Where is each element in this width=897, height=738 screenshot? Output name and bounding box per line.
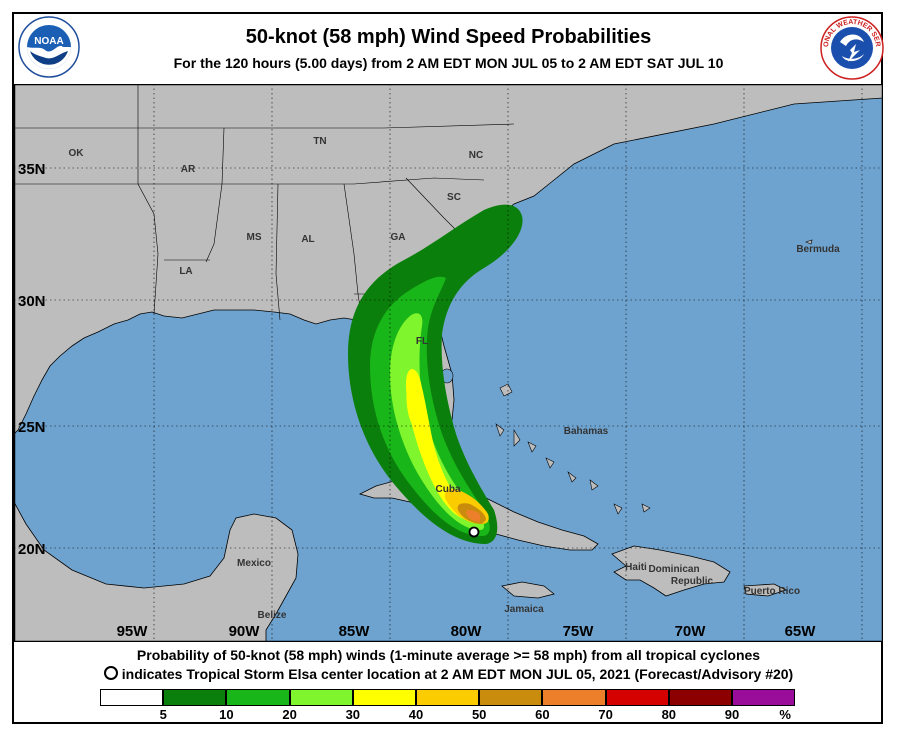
place-label-al: AL <box>301 234 314 245</box>
place-label-bahamas: Bahamas <box>564 426 609 437</box>
place-label-la: LA <box>179 266 192 277</box>
legend-swatch <box>542 689 606 706</box>
place-label-ms: MS <box>247 232 262 243</box>
hispaniola-landmass <box>611 545 731 597</box>
lat-label-30n: 30N <box>18 293 46 310</box>
legend-tick-label: % <box>779 707 791 722</box>
place-label-tn: TN <box>313 136 326 147</box>
legend-tick-label: 20 <box>282 707 297 722</box>
place-label-bermuda: Bermuda <box>796 244 840 255</box>
place-label-cuba: Cuba <box>436 484 461 495</box>
mexico-landmass <box>14 501 299 642</box>
chart-title: 50-knot (58 mph) Wind Speed Probabilitie… <box>245 26 652 48</box>
state-borders <box>14 84 515 321</box>
place-label-fl: FL <box>416 336 428 347</box>
color-legend: 5 10 20 30 40 50 60 70 80 90% <box>100 689 800 723</box>
legend-swatch <box>479 689 543 706</box>
place-label-ar: AR <box>181 164 196 175</box>
lon-label-90w: 90W <box>229 623 261 640</box>
legend-swatch <box>289 689 353 706</box>
lon-label-95w: 95W <box>117 623 149 640</box>
place-label-belize: Belize <box>258 610 287 621</box>
lon-label-85w: 85W <box>339 623 371 640</box>
place-label-republic: Republic <box>671 576 714 587</box>
place-label-nc: NC <box>469 150 483 161</box>
legend-swatch <box>352 689 416 706</box>
lat-label-25n: 25N <box>18 419 46 436</box>
place-label-haiti: Haiti <box>625 562 647 573</box>
caption-line-2-text: indicates Tropical Storm Elsa center loc… <box>121 666 794 682</box>
caption-line-1: Probability of 50-knot (58 mph) winds (1… <box>136 647 761 663</box>
lon-label-70w: 70W <box>675 623 707 640</box>
caption-line-2: indicates Tropical Storm Elsa center loc… <box>0 666 897 682</box>
legend-tick-label: 50 <box>471 707 487 722</box>
legend-swatch <box>732 689 796 706</box>
noaa-logo-text: NOAA <box>34 36 63 47</box>
lon-label-75w: 75W <box>563 623 595 640</box>
jamaica-landmass <box>501 581 555 599</box>
legend-tick-label: 90 <box>724 707 740 722</box>
legend-swatch <box>605 689 669 706</box>
legend-tick-label: 40 <box>408 707 424 722</box>
legend-tick-label: 30 <box>345 707 361 722</box>
place-label-ok: OK <box>69 148 85 159</box>
legend-swatch <box>416 689 480 706</box>
place-label-mexico: Mexico <box>237 558 271 569</box>
legend-swatch <box>163 689 227 706</box>
lon-label-65w: 65W <box>785 623 817 640</box>
noaa-logo-icon: NOAA <box>18 16 80 78</box>
lon-label-80w: 80W <box>451 623 483 640</box>
storm-center-legend-icon <box>103 666 118 680</box>
legend-tick-label: 10 <box>219 707 234 722</box>
legend-tick-label: 60 <box>535 707 550 722</box>
place-label-jamaica: Jamaica <box>504 604 544 615</box>
legend-swatch <box>100 689 164 706</box>
place-label-ga: GA <box>391 232 406 243</box>
lat-label-20n: 20N <box>18 541 46 558</box>
storm-center-marker <box>468 526 480 538</box>
legend-swatch <box>226 689 290 706</box>
probability-map: 35N 30N 25N 20N 95W 90W 85W 80W 75W 70W … <box>14 84 883 642</box>
place-label-sc: SC <box>447 192 461 203</box>
legend-tick-label: 80 <box>661 707 677 722</box>
place-label-puerto-rico: Puerto Rico <box>744 586 800 597</box>
nws-logo-icon: NATIONAL WEATHER SERVICE <box>820 16 884 80</box>
probability-swath <box>348 204 523 544</box>
place-label-dominican: Dominican <box>648 564 699 575</box>
lat-label-35n: 35N <box>18 161 46 178</box>
legend-tick-label: 70 <box>598 707 613 722</box>
grid-lines <box>14 84 883 642</box>
legend-swatch <box>668 689 732 706</box>
legend-tick-label: 5 <box>159 707 167 722</box>
chart-subtitle: For the 120 hours (5.00 days) from 2 AM … <box>173 55 724 71</box>
